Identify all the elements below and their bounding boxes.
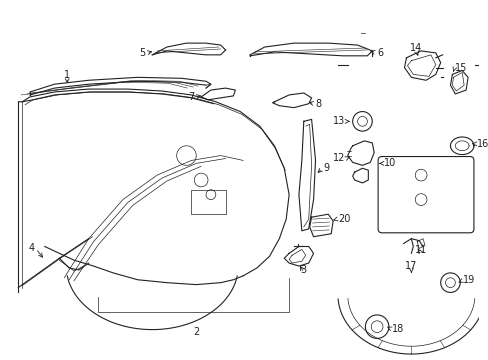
Text: 8: 8: [315, 99, 321, 109]
Bar: [191, 190, 225, 214]
Text: 12: 12: [332, 153, 344, 163]
Text: 15: 15: [454, 63, 467, 73]
Text: 10: 10: [383, 158, 395, 168]
Text: 20: 20: [337, 214, 350, 224]
Text: 18: 18: [391, 324, 403, 334]
Text: 11: 11: [414, 246, 427, 255]
Text: 14: 14: [409, 43, 422, 53]
Text: 1: 1: [64, 70, 70, 80]
Text: 17: 17: [405, 261, 417, 271]
Text: 6: 6: [376, 48, 383, 58]
Text: 2: 2: [193, 327, 199, 337]
Text: 16: 16: [476, 139, 488, 149]
Text: 5: 5: [139, 48, 145, 58]
Text: 4: 4: [29, 243, 35, 253]
Text: 7: 7: [188, 92, 194, 102]
Text: 9: 9: [323, 163, 329, 173]
Text: 3: 3: [300, 265, 306, 275]
Text: 19: 19: [462, 275, 474, 285]
FancyBboxPatch shape: [377, 157, 473, 233]
Text: 13: 13: [332, 116, 344, 126]
